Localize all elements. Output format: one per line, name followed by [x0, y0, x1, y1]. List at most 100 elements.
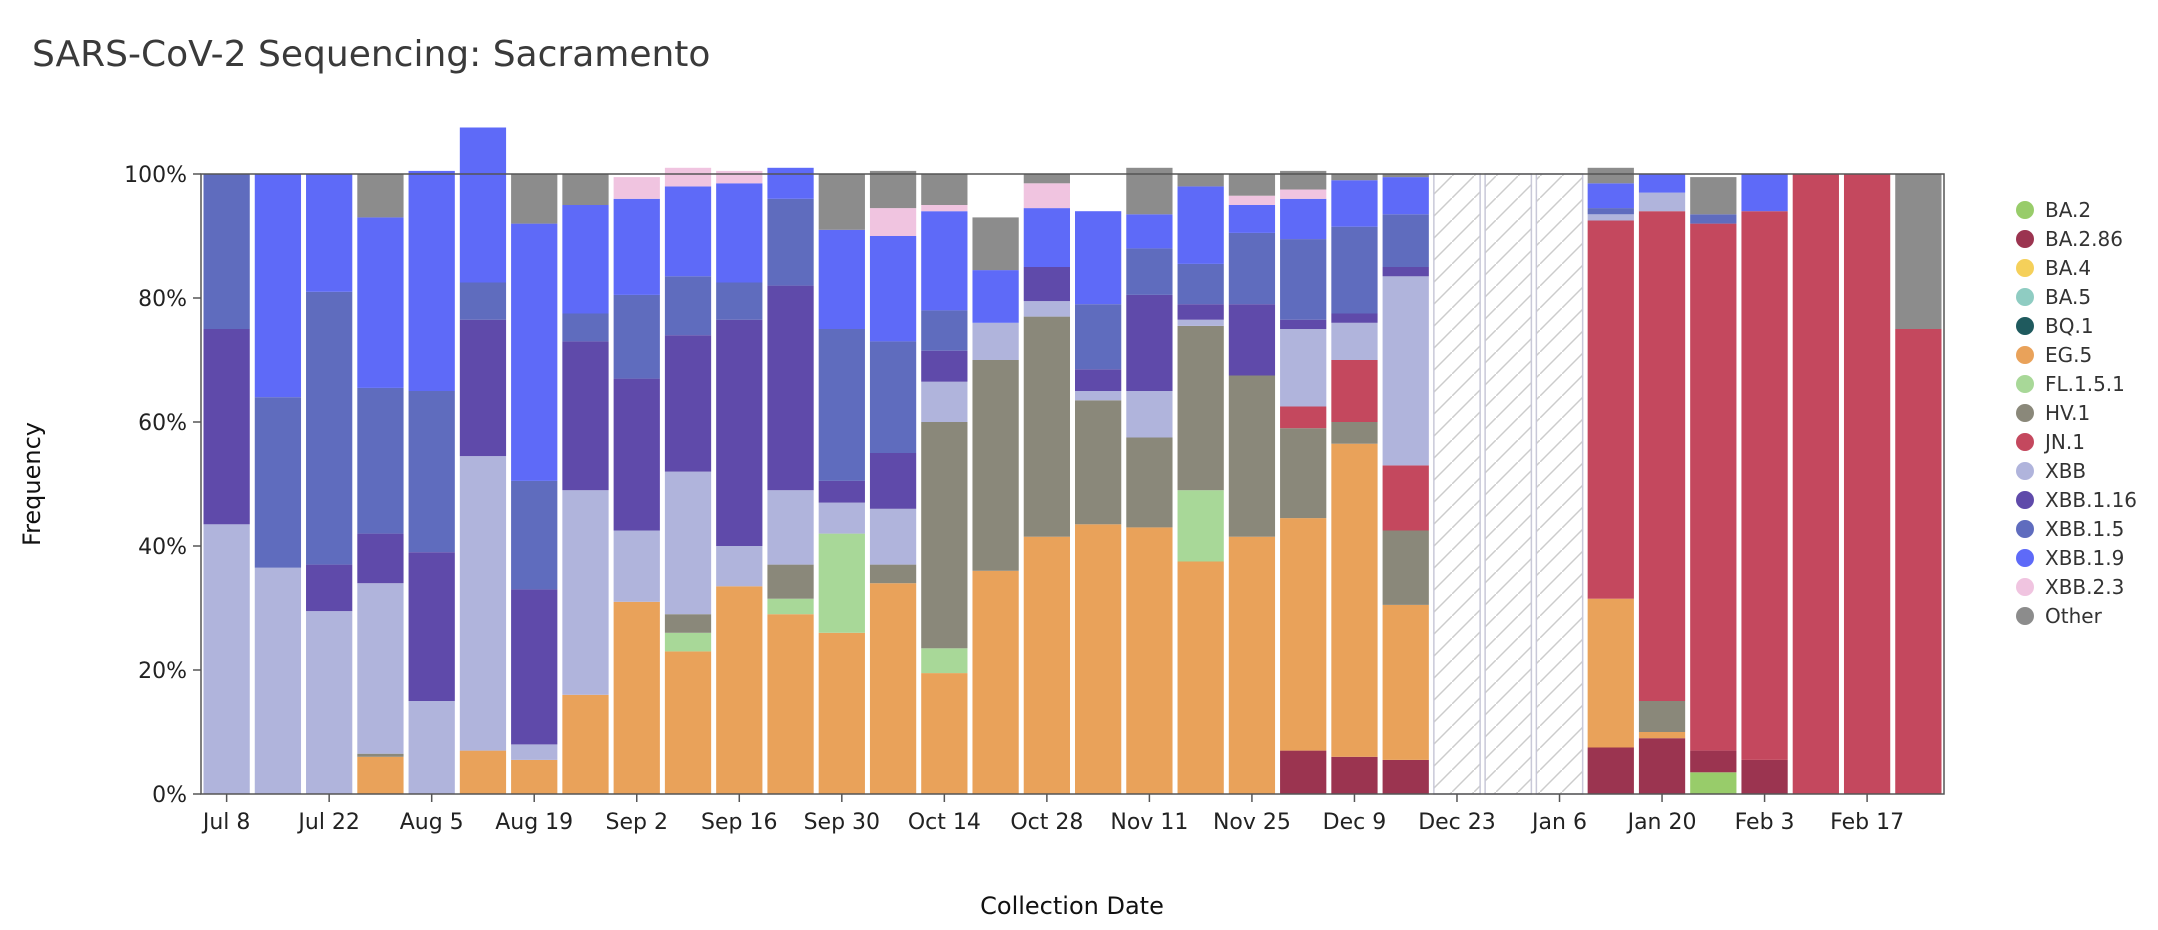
bar-segment-xbb-1-5-sep-30[interactable]	[818, 329, 865, 481]
bar-segment-fl-1-5-1-sep-30[interactable]	[818, 533, 865, 633]
legend-item-eg-5[interactable]: EG.5	[2016, 343, 2092, 367]
bar-segment-xbb-1-9-aug-5[interactable]	[408, 170, 455, 391]
bar-segment-xbb-1-16-sep-30[interactable]	[818, 480, 865, 503]
bar-segment-eg-5-jul-29[interactable]	[357, 756, 404, 794]
bar-segment-eg-5-nov-25[interactable]	[1228, 536, 1276, 794]
bar-segment-xbb-1-9-aug-12[interactable]	[459, 127, 507, 283]
bar-segment-xbb-1-9-nov-18[interactable]	[1177, 186, 1224, 264]
bar-segment-ba-2-86-jan-13[interactable]	[1587, 747, 1634, 795]
bar-segment-other-oct-28[interactable]	[1023, 174, 1070, 184]
bar-segment-xbb-1-16-jul-22[interactable]	[306, 564, 353, 612]
bar-segment-hv-1-nov-11[interactable]	[1126, 437, 1173, 528]
bar-segment-xbb-1-5-jan-13[interactable]	[1587, 208, 1634, 215]
bar-segment-ba-2-86-dec-9[interactable]	[1331, 756, 1378, 794]
legend-item-xbb[interactable]: XBB	[2016, 459, 2086, 483]
bar-segment-xbb-2-3-sep-9[interactable]	[664, 167, 712, 187]
bar-segment-eg-5-aug-12[interactable]	[459, 750, 507, 794]
bar-segment-xbb-1-5-aug-5[interactable]	[408, 391, 455, 553]
bar-segment-eg-5-sep-2[interactable]	[613, 601, 660, 794]
bar-segment-xbb-1-9-jul-22[interactable]	[306, 174, 353, 292]
bar-segment-xbb-sep-30[interactable]	[818, 502, 865, 534]
bar-segment-xbb-nov-11[interactable]	[1126, 391, 1173, 438]
bar-segment-xbb-2-3-sep-2[interactable]	[613, 177, 660, 199]
bar-segment-xbb-1-16-dec-9[interactable]	[1331, 313, 1378, 323]
bar-segment-xbb-1-5-nov-4[interactable]	[1075, 304, 1122, 370]
bar-segment-jn-1-jan-20[interactable]	[1638, 211, 1686, 701]
bar-segment-xbb-jul-8[interactable]	[203, 524, 250, 794]
bar-segment-xbb-1-5-jul-29[interactable]	[357, 387, 404, 534]
bar-segment-xbb-1-9-aug-19[interactable]	[511, 223, 558, 481]
bar-segment-xbb-1-9-jan-20[interactable]	[1638, 174, 1686, 193]
bar-segment-xbb-1-16-oct-7[interactable]	[869, 453, 917, 509]
bar-segment-ba-2-86-jan-27[interactable]	[1690, 750, 1737, 773]
bar-segment-xbb-2-3-nov-25[interactable]	[1228, 195, 1276, 205]
bar-segment-xbb-1-16-aug-26[interactable]	[562, 341, 609, 491]
bar-segment-xbb-1-16-aug-19[interactable]	[511, 589, 558, 745]
bar-segment-other-dec-9[interactable]	[1331, 174, 1378, 181]
bar-segment-other-oct-7[interactable]	[869, 170, 917, 209]
bar-segment-xbb-jul-22[interactable]	[306, 611, 353, 794]
bar-segment-xbb-1-16-sep-2[interactable]	[613, 378, 660, 531]
legend-item-xbb-1-5[interactable]: XBB.1.5	[2016, 517, 2124, 541]
bar-segment-xbb-2-3-oct-28[interactable]	[1023, 183, 1070, 209]
bar-segment-jn-1-feb-17[interactable]	[1843, 174, 1891, 794]
bar-segment-other-nov-11[interactable]	[1126, 167, 1173, 215]
bar-segment-xbb-1-9-nov-4[interactable]	[1075, 211, 1122, 305]
legend-item-ba-2[interactable]: BA.2	[2016, 198, 2091, 222]
bar-segment-other-jan-13[interactable]	[1587, 167, 1634, 184]
bar-segment-fl-1-5-1-oct-14[interactable]	[921, 648, 968, 674]
bar-segment-xbb-1-5-oct-14[interactable]	[921, 310, 968, 351]
bar-segment-xbb-aug-26[interactable]	[562, 490, 609, 695]
bar-segment-xbb-1-9-aug-26[interactable]	[562, 205, 609, 314]
bar-segment-eg-5-jan-13[interactable]	[1587, 598, 1634, 748]
bar-segment-xbb-sep-2[interactable]	[613, 530, 660, 602]
bar-segment-xbb-1-16-jul-8[interactable]	[203, 329, 250, 525]
bar-segment-hv-1-nov-25[interactable]	[1228, 375, 1276, 537]
bar-segment-other-sep-30[interactable]	[818, 174, 865, 230]
bar-segment-xbb-1-16-dec-2[interactable]	[1280, 319, 1327, 329]
bar-segment-jn-1-dec-2[interactable]	[1280, 406, 1327, 429]
bar-segment-eg-5-dec-2[interactable]	[1280, 518, 1327, 751]
bar-segment-xbb-nov-18[interactable]	[1177, 319, 1224, 326]
bar-segment-xbb-1-5-sep-2[interactable]	[613, 294, 660, 379]
legend-item-ba-4[interactable]: BA.4	[2016, 256, 2091, 280]
bar-segment-xbb-jul-29[interactable]	[357, 583, 404, 754]
legend-item-xbb-2-3[interactable]: XBB.2.3	[2016, 575, 2124, 599]
bar-segment-hv-1-dec-2[interactable]	[1280, 428, 1327, 519]
bar-segment-ba-2-jan-27[interactable]	[1690, 772, 1737, 794]
bar-segment-xbb-1-9-dec-9[interactable]	[1331, 180, 1378, 227]
bar-segment-xbb-1-5-nov-11[interactable]	[1126, 248, 1173, 295]
bar-segment-xbb-1-16-dec-16[interactable]	[1382, 267, 1429, 277]
bar-segment-eg-5-sep-9[interactable]	[664, 651, 712, 794]
bar-segment-other-dec-2[interactable]	[1280, 170, 1327, 190]
bar-segment-hv-1-nov-4[interactable]	[1075, 400, 1122, 525]
bar-segment-xbb-1-9-sep-2[interactable]	[613, 198, 660, 295]
bar-segment-hv-1-dec-16[interactable]	[1382, 530, 1429, 605]
bar-segment-xbb-1-9-nov-25[interactable]	[1228, 205, 1276, 233]
bar-segment-ba-2-86-jan-20[interactable]	[1638, 738, 1686, 794]
bar-segment-other-feb-24[interactable]	[1895, 174, 1942, 329]
bar-segment-xbb-1-16-aug-12[interactable]	[459, 319, 507, 457]
bar-segment-xbb-1-16-nov-11[interactable]	[1126, 294, 1173, 391]
bar-segment-xbb-nov-4[interactable]	[1075, 391, 1122, 401]
bar-segment-xbb-sep-23[interactable]	[767, 490, 814, 565]
bar-segment-hv-1-sep-9[interactable]	[664, 614, 712, 633]
bar-segment-xbb-sep-16[interactable]	[716, 546, 763, 587]
bar-segment-hv-1-dec-9[interactable]	[1331, 422, 1378, 444]
legend-item-ba-5[interactable]: BA.5	[2016, 285, 2091, 309]
bar-segment-eg-5-dec-9[interactable]	[1331, 443, 1378, 757]
bar-segment-xbb-1-16-oct-14[interactable]	[921, 350, 968, 382]
bar-segment-xbb-1-5-jan-27[interactable]	[1690, 214, 1737, 224]
bar-segment-eg-5-sep-30[interactable]	[818, 632, 865, 794]
bar-segment-xbb-1-5-sep-16[interactable]	[716, 282, 763, 320]
bar-segment-xbb-1-5-aug-26[interactable]	[562, 313, 609, 342]
bar-segment-xbb-2-3-oct-7[interactable]	[869, 208, 917, 236]
bar-segment-eg-5-sep-23[interactable]	[767, 614, 814, 794]
bar-segment-xbb-dec-9[interactable]	[1331, 322, 1378, 360]
bar-segment-jn-1-feb-10[interactable]	[1792, 174, 1839, 794]
bar-segment-xbb-aug-12[interactable]	[459, 456, 507, 751]
bar-segment-xbb-jan-13[interactable]	[1587, 214, 1634, 221]
legend-item-other[interactable]: Other	[2016, 604, 2103, 628]
bar-segment-xbb-oct-7[interactable]	[869, 508, 917, 565]
bar-segment-jn-1-jan-13[interactable]	[1587, 220, 1634, 599]
